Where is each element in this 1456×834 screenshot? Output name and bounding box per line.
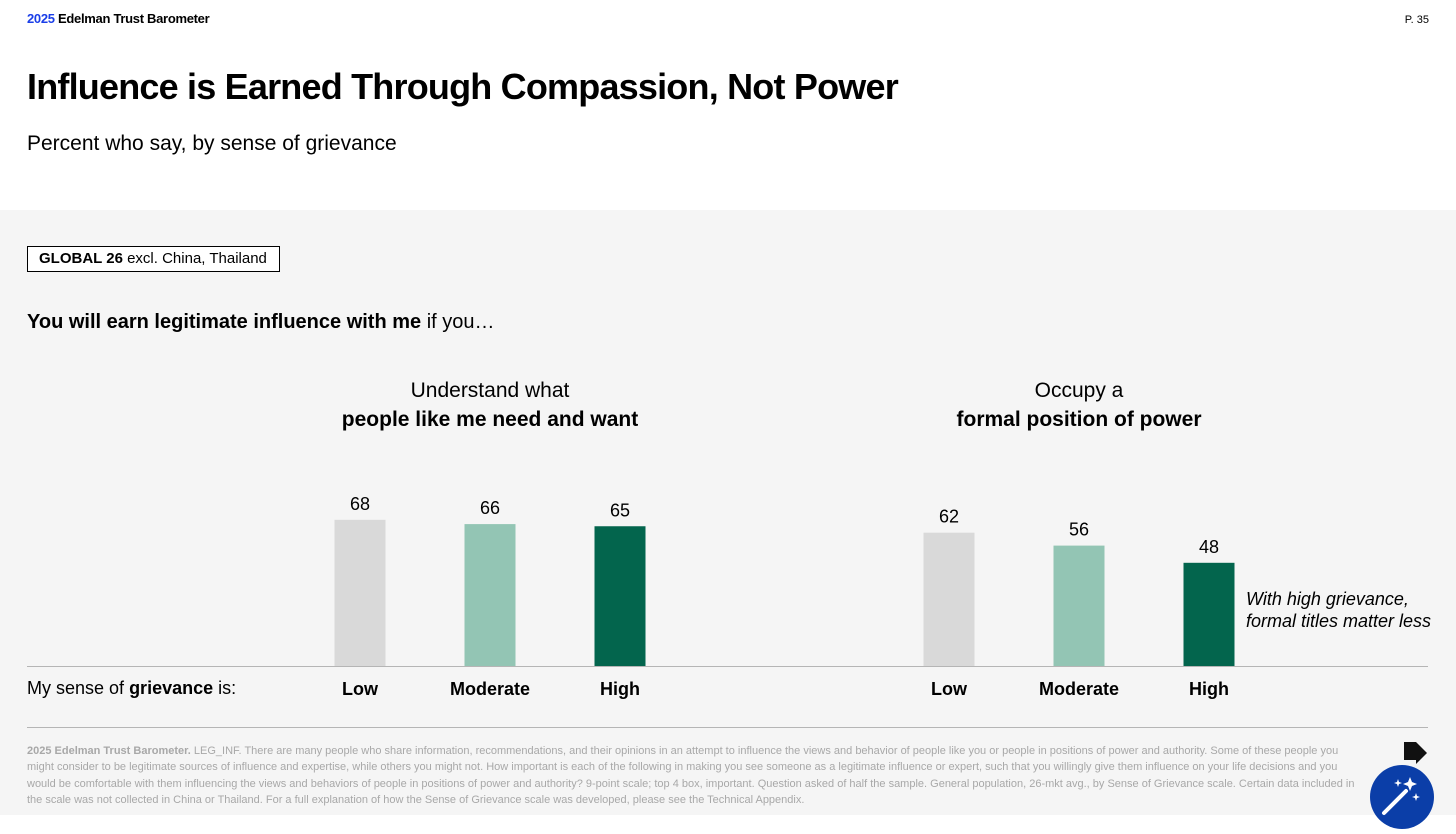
annotation-line1: With high grievance, xyxy=(1246,589,1409,609)
row-label-post: is: xyxy=(218,678,237,698)
chart-1-title-line2: people like me need and want xyxy=(341,408,639,431)
row-label: My sense of grievance is: xyxy=(27,678,236,699)
footnote-source: 2025 Edelman Trust Barometer. xyxy=(27,745,191,757)
chart-1-title-line1: Understand what xyxy=(410,379,570,402)
chart-1-value-label-high: 65 xyxy=(610,500,630,520)
chart-1-category-label-high: High xyxy=(600,679,640,699)
footnote: 2025 Edelman Trust Barometer. LEG_INF. T… xyxy=(27,743,1367,808)
scope-tag-rest: excl. China, Thailand xyxy=(127,250,267,267)
footnote-text: LEG_INF. There are many people who share… xyxy=(27,745,1355,806)
annotation: With high grievance, formal titles matte… xyxy=(1246,588,1431,632)
row-label-bold: grievance xyxy=(129,678,214,698)
lead-rest: if you… xyxy=(426,311,495,333)
page-subtitle: Percent who say, by sense of grievance xyxy=(27,132,397,155)
lead-text: You will earn legitimate influence with … xyxy=(27,311,495,334)
chart-2-value-label-high: 48 xyxy=(1199,537,1219,557)
bar-charts: 68 Low 66 Moderate 65 High 62 Low 56 Moderate 48 Hi… xyxy=(27,494,1428,699)
scope-tag: GLOBAL 26 excl. China, Thailand xyxy=(27,246,280,272)
chart-2-bar-high xyxy=(1183,562,1235,666)
chart-1-bar-low xyxy=(334,519,386,666)
brand: 2025 Edelman Trust Barometer xyxy=(27,11,210,26)
chart-1-value-label-moderate: 66 xyxy=(480,498,500,518)
chart-1-category-label-moderate: Moderate xyxy=(450,679,530,699)
footnote-divider xyxy=(27,727,1428,728)
chart-2-bar-low xyxy=(923,532,975,666)
chart-2-value-label-moderate: 56 xyxy=(1069,520,1089,540)
chart-2-bar-moderate xyxy=(1053,545,1105,666)
page-title: Influence is Earned Through Compassion, … xyxy=(27,66,899,107)
chart-1-value-label-low: 68 xyxy=(350,494,370,514)
content-panel xyxy=(0,210,1456,815)
page-number: P. 35 xyxy=(1404,14,1429,26)
annotation-line2: formal titles matter less xyxy=(1246,611,1432,631)
pin-arrow-icon[interactable] xyxy=(1402,740,1428,768)
chart-2-title-line1: Occupy a xyxy=(1034,379,1124,402)
chart-1-category-label-low: Low xyxy=(342,679,379,699)
magic-wand-icon[interactable] xyxy=(1370,765,1434,829)
lead-bold: You will earn legitimate influence with … xyxy=(27,311,422,333)
chart-2-category-label-low: Low xyxy=(931,679,968,699)
chart-2-title: Occupy a formal position of power xyxy=(819,376,1339,434)
chart-1-bar-high xyxy=(594,526,646,666)
brand-year: 2025 xyxy=(27,11,55,26)
chart-1-title: Understand what people like me need and … xyxy=(230,376,750,434)
chart-1-bar-moderate xyxy=(464,524,516,666)
chart-2-category-label-high: High xyxy=(1189,679,1229,699)
row-label-pre: My sense of xyxy=(27,678,125,698)
chart-2-value-label-low: 62 xyxy=(939,507,959,527)
brand-name: Edelman Trust Barometer xyxy=(58,11,210,26)
scope-tag-bold: GLOBAL 26 xyxy=(39,250,123,267)
chart-2-title-line2: formal position of power xyxy=(956,408,1202,431)
chart-2-category-label-moderate: Moderate xyxy=(1039,679,1119,699)
